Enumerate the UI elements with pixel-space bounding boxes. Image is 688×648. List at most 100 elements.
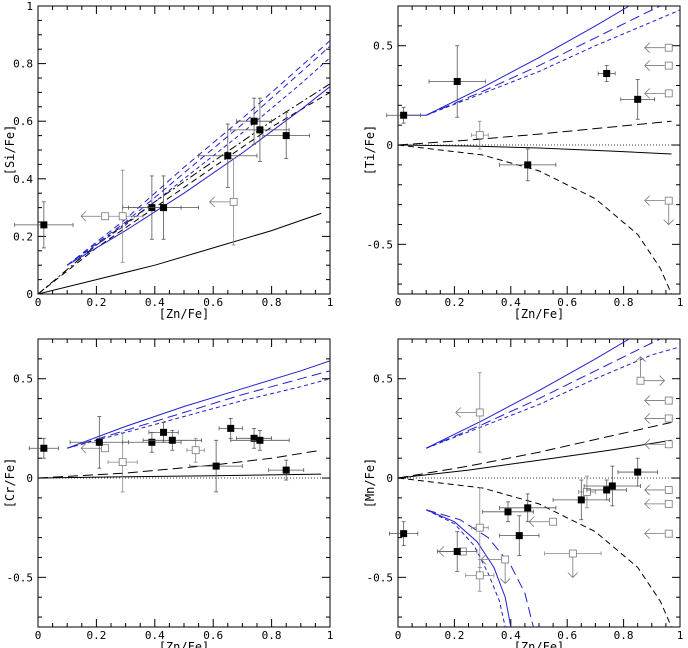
model-curve xyxy=(38,212,322,294)
filled-data-point xyxy=(634,468,642,476)
filled-data-point xyxy=(256,126,264,134)
y-tick-label: 0 xyxy=(26,472,33,485)
open-points xyxy=(80,431,205,493)
model-curve xyxy=(67,378,330,449)
filled-points xyxy=(389,457,658,572)
limit-arrow-head xyxy=(567,572,579,579)
limit-arrow-head xyxy=(644,195,651,206)
x-tick-label: 0.4 xyxy=(145,296,165,309)
limit-arrow-head xyxy=(80,442,87,454)
x-tick-label: 1 xyxy=(677,629,684,642)
x-tick-label: 0.4 xyxy=(501,296,521,309)
x-tick-label: 0.6 xyxy=(557,629,577,642)
model-curve xyxy=(398,421,672,479)
x-tick-label: 0.6 xyxy=(203,296,223,309)
model-curve xyxy=(425,509,506,627)
filled-data-point xyxy=(400,530,408,538)
open-data-point xyxy=(475,523,484,532)
x-tick-label: 1 xyxy=(327,629,334,642)
open-data-point xyxy=(636,376,645,385)
filled-data-point xyxy=(282,466,290,474)
x-axis-label: [Zn/Fe] xyxy=(514,307,565,321)
x-tick-label: 0.2 xyxy=(444,629,464,642)
x-tick-label: 0.4 xyxy=(145,629,165,642)
model-curve xyxy=(66,45,330,266)
filled-data-point xyxy=(603,486,611,494)
x-tick-label: 1 xyxy=(677,296,684,309)
filled-points xyxy=(386,45,656,182)
y-axis-label: [Cr/Fe] xyxy=(3,458,17,509)
model-curve xyxy=(426,346,680,449)
limit-arrow-head xyxy=(80,210,87,222)
filled-data-point xyxy=(524,504,532,512)
x-tick-label: 0.8 xyxy=(614,629,634,642)
open-data-point xyxy=(664,499,673,508)
panel-mn-fe: 0 0.2 0.4 0.6 0.8 1 -0.5 0 0.5 [Zn/Fe] [Mn/Fe] xyxy=(363,338,684,648)
y-tick-label: 0.4 xyxy=(13,173,33,186)
filled-data-point xyxy=(148,438,156,446)
y-tick-label: 0 xyxy=(386,472,393,485)
open-data-point xyxy=(664,440,673,449)
filled-data-point xyxy=(453,548,461,556)
open-points xyxy=(470,42,675,226)
model-curve xyxy=(38,449,322,479)
model-curve xyxy=(398,144,672,294)
filled-data-point xyxy=(524,161,532,169)
limit-arrow-head xyxy=(644,60,651,71)
model-curve xyxy=(398,477,672,627)
open-data-point xyxy=(664,486,673,494)
y-axis-label: [Ti/Fe] xyxy=(363,125,377,176)
model-curve xyxy=(38,473,322,479)
open-data-point xyxy=(229,197,238,206)
open-data-point xyxy=(664,61,673,70)
open-data-point xyxy=(664,396,673,405)
filled-data-point xyxy=(160,204,168,212)
x-axis-label: [Zn/Fe] xyxy=(159,640,210,648)
filled-data-point xyxy=(168,436,176,444)
model-curve xyxy=(66,86,330,266)
open-data-point xyxy=(664,43,673,52)
open-data-point xyxy=(118,458,127,467)
limit-arrow-head xyxy=(644,484,651,496)
x-tick-label: 0.6 xyxy=(557,296,577,309)
filled-data-point xyxy=(282,132,290,140)
x-tick-label: 0.4 xyxy=(501,629,521,642)
x-tick-label: 0 xyxy=(35,629,42,642)
open-data-point xyxy=(101,444,110,453)
model-curve xyxy=(426,339,661,449)
filled-data-point xyxy=(40,221,48,229)
limit-arrow-head xyxy=(480,554,487,565)
open-data-point xyxy=(475,131,484,140)
x-tick-label: 0 xyxy=(395,629,402,642)
model-curve xyxy=(66,40,330,266)
x-tick-label: 0.8 xyxy=(614,296,634,309)
x-tick-label: 0.8 xyxy=(262,296,282,309)
panel-si-fe: 0 0.2 0.4 0.6 0.8 1 0 0.2 0.4 0.6 0.8 1 [Zn/Fe] [Si/F… xyxy=(3,0,333,321)
y-tick-label: 0.6 xyxy=(13,115,33,128)
model-curve xyxy=(67,360,330,449)
x-tick-label: 0.8 xyxy=(262,629,282,642)
model-curve xyxy=(398,144,672,155)
y-tick-label: 0.5 xyxy=(13,373,33,386)
open-data-point xyxy=(568,549,577,558)
limit-arrow-head xyxy=(663,219,675,226)
open-data-point xyxy=(501,555,510,564)
model-curve xyxy=(426,509,534,627)
model-curve xyxy=(426,6,661,116)
filled-data-point xyxy=(160,428,168,436)
y-tick-label: -0.5 xyxy=(367,238,394,251)
filled-data-point xyxy=(515,532,523,540)
model-curve xyxy=(398,439,672,479)
filled-data-point xyxy=(400,111,408,119)
panel-ti-fe: 0 0.2 0.4 0.6 0.8 1 -0.5 0 0.5 [Zn/Fe] [Ti/Fe] xyxy=(363,5,684,321)
model-curve xyxy=(426,509,512,627)
limit-arrow-head xyxy=(644,498,651,510)
x-tick-label: 0 xyxy=(395,296,402,309)
filled-data-point xyxy=(577,496,585,504)
model-curve xyxy=(398,120,672,146)
model-curves xyxy=(398,339,680,627)
limit-arrow-head xyxy=(499,578,511,585)
x-tick-label: 0.2 xyxy=(86,296,106,309)
filled-data-point xyxy=(224,152,232,160)
